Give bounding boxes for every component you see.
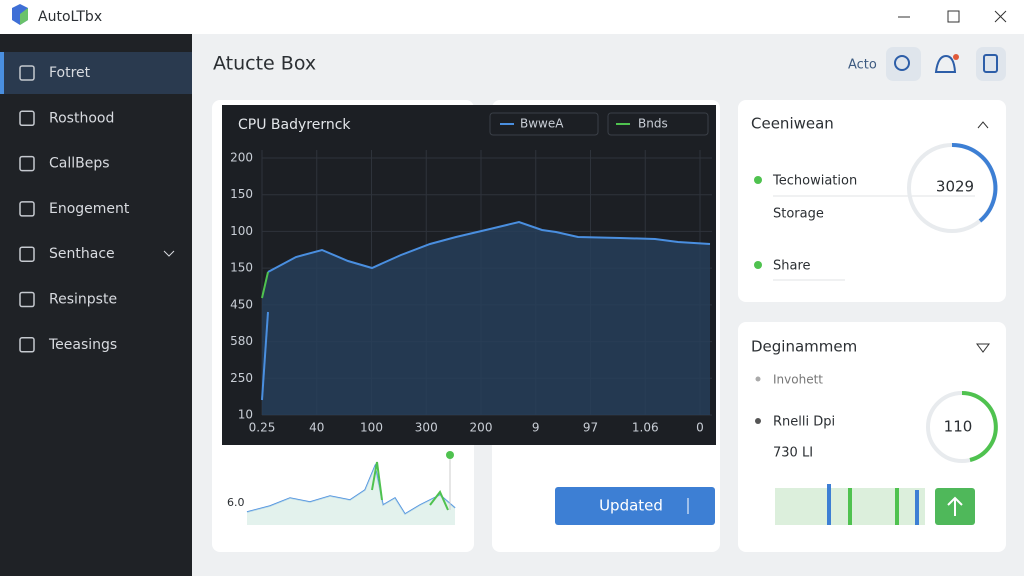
legend-label: Bnds — [638, 117, 668, 131]
x-label: 0 — [696, 421, 704, 435]
nav-icon — [19, 201, 35, 217]
gauge — [951, 142, 998, 223]
x-label: 97 — [583, 421, 598, 435]
collapse[interactable] — [977, 121, 989, 129]
active-item — [0, 52, 192, 94]
legend-label: BwweA — [520, 117, 564, 131]
line — [261, 311, 269, 401]
status-dot — [754, 261, 762, 269]
status-item: Storage — [773, 207, 824, 222]
nav-item[interactable]: Rosthood — [49, 110, 114, 126]
search-button[interactable] — [886, 47, 921, 81]
nav-item[interactable]: Teeasings — [48, 337, 117, 353]
close[interactable] — [994, 10, 1007, 23]
chevron — [163, 250, 175, 257]
y-label: 150 — [230, 261, 253, 275]
gauge — [961, 391, 998, 462]
dot — [755, 418, 761, 424]
app-icon-side — [20, 8, 28, 25]
deg-item: Invohett — [773, 373, 823, 387]
y-label: 150 — [230, 187, 253, 201]
sparkline-green — [371, 461, 449, 511]
page-title: Atucte Box — [213, 53, 316, 75]
gauge-value: 3029 — [936, 178, 974, 196]
y-label: 100 — [230, 224, 253, 238]
y-label: 580 — [230, 334, 253, 348]
sidebar — [0, 34, 192, 576]
y-label: 10 — [238, 408, 253, 422]
y-label: 450 — [230, 297, 253, 311]
nav-item[interactable]: Senthace — [49, 246, 115, 262]
nav-icon — [19, 291, 35, 308]
legend-item[interactable] — [489, 112, 599, 136]
card-title: Ceeniwean — [751, 115, 834, 133]
x-label: 1.06 — [632, 421, 659, 435]
deg-item: 730 LI — [773, 446, 813, 461]
active-accent — [0, 52, 4, 94]
line — [261, 271, 269, 299]
x-label: 100 — [360, 421, 383, 435]
dropdown[interactable] — [976, 343, 990, 353]
app-title: AutoLTbx — [38, 9, 102, 25]
x-label: 200 — [470, 421, 493, 435]
x-label: 40 — [309, 421, 324, 435]
doc-button[interactable] — [976, 47, 1006, 81]
nav-icon — [19, 65, 35, 81]
nav-item[interactable]: Resinpste — [49, 292, 117, 308]
line — [267, 220, 711, 273]
nav-icon — [19, 246, 35, 262]
nav-item[interactable]: Enogement — [49, 201, 130, 217]
nav-item[interactable]: CallBeps — [49, 156, 110, 172]
chart-title: CPU Badyrernck — [238, 117, 351, 133]
status-item: Techowiation — [772, 174, 857, 189]
button-label: Updated — [599, 497, 663, 515]
x-label: 300 — [415, 421, 438, 435]
status-dot — [754, 176, 762, 184]
marker — [446, 451, 454, 459]
card-title: Deginammem — [751, 338, 857, 356]
y-label: 250 — [230, 371, 253, 385]
arrow-icon — [947, 496, 963, 516]
x-label: 9 — [532, 421, 540, 435]
spark-label: 6.0 — [227, 496, 245, 509]
y-label: 200 — [230, 151, 253, 165]
nav-item[interactable]: Fotret — [49, 65, 91, 81]
area — [262, 222, 710, 415]
doc-icon — [983, 54, 998, 73]
maximize[interactable] — [947, 10, 960, 23]
title-bar — [0, 0, 1024, 34]
spark-area — [247, 466, 455, 525]
nav-icon — [19, 155, 35, 172]
status-card — [738, 100, 1006, 302]
search-icon — [894, 55, 910, 71]
user-name: Acto — [848, 58, 877, 73]
gauge-value: 110 — [944, 418, 973, 436]
bell[interactable] — [934, 54, 957, 73]
nav-icon — [19, 110, 35, 127]
dot — [755, 376, 761, 382]
status-item: Share — [773, 259, 811, 274]
update-button[interactable] — [555, 487, 715, 525]
deg-item: Rnelli Dpi — [773, 415, 835, 430]
badge — [953, 54, 959, 60]
legend-item[interactable] — [607, 112, 709, 136]
nav-icon — [19, 337, 35, 353]
x-label: 0.25 — [249, 421, 276, 435]
